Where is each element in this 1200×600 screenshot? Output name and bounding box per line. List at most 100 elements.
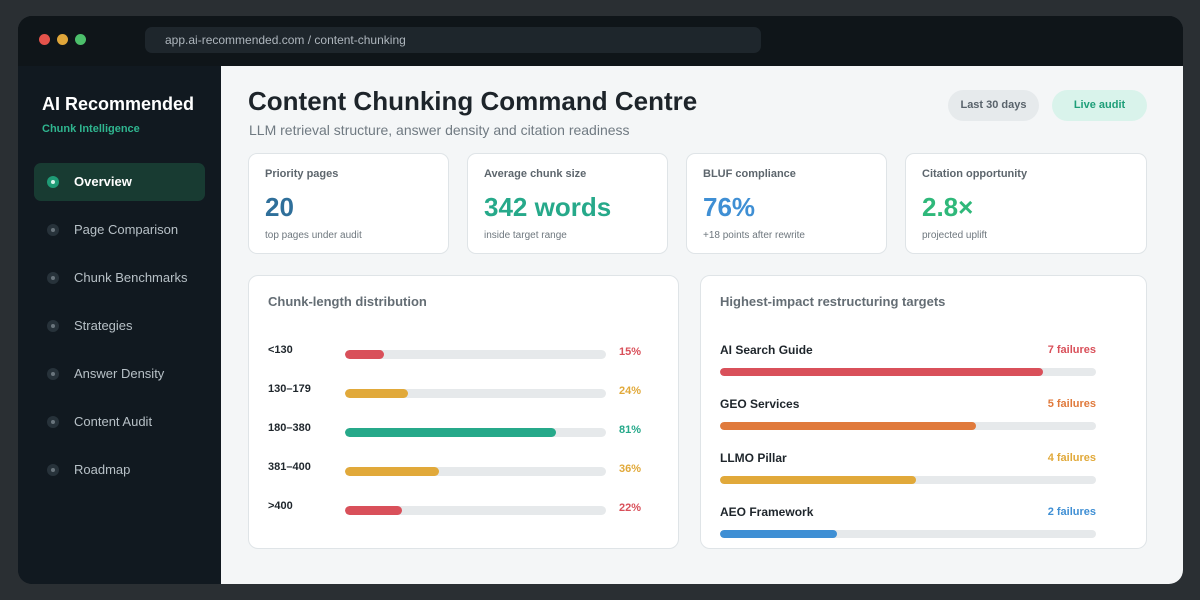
bucket-label: 130–179	[268, 383, 311, 395]
target-bar-track	[720, 476, 1096, 484]
app-window: app.ai-recommended.com / content-chunkin…	[18, 16, 1183, 584]
target-bar	[720, 368, 1044, 376]
sidebar-item-answer-density[interactable]: Answer Density	[34, 355, 205, 393]
sidebar-item-label: Chunk Benchmarks	[74, 270, 188, 285]
distribution-row: <130 15%	[268, 344, 658, 364]
target-page-name: LLMO Pillar	[720, 451, 787, 465]
title-bar: app.ai-recommended.com / content-chunkin…	[18, 16, 1183, 66]
sidebar-item-chunk-benchmarks[interactable]: Chunk Benchmarks	[34, 259, 205, 297]
distribution-bar-track	[345, 428, 606, 437]
page-subtitle: LLM retrieval structure, answer density …	[249, 122, 630, 138]
sidebar: AI Recommended Chunk Intelligence Overvi…	[18, 66, 221, 584]
bucket-label: 180–380	[268, 422, 311, 434]
target-bar	[720, 530, 837, 538]
target-bar-track	[720, 422, 1096, 430]
nav-dot-icon	[47, 176, 59, 188]
kpi-card-priority-pages: Priority pages 20 top pages under audit	[248, 153, 449, 254]
distribution-row: 180–380 81%	[268, 422, 658, 442]
target-page-name: GEO Services	[720, 397, 800, 411]
bucket-percent: 22%	[619, 502, 642, 514]
sidebar-item-strategies[interactable]: Strategies	[34, 307, 205, 345]
bucket-percent: 81%	[619, 424, 642, 436]
sidebar-item-label: Overview	[74, 174, 132, 189]
nav-dot-icon	[47, 416, 59, 428]
nav-dot-icon	[47, 272, 59, 284]
sidebar-item-label: Strategies	[74, 318, 133, 333]
kpi-label: Average chunk size	[484, 168, 587, 180]
kpi-card-average-chunk-size: Average chunk size 342 words inside targ…	[467, 153, 668, 254]
nav-dot-icon	[47, 320, 59, 332]
kpi-label: Priority pages	[265, 168, 339, 180]
sidebar-item-content-audit[interactable]: Content Audit	[34, 403, 205, 441]
target-failures: 4 failures	[1047, 452, 1096, 464]
sidebar-nav: Overview Page Comparison Chunk Benchmark…	[34, 163, 205, 499]
nav-dot-icon	[47, 368, 59, 380]
minimize-window-button[interactable]	[57, 34, 68, 45]
sidebar-item-label: Content Audit	[74, 414, 153, 429]
kpi-value: 76%	[703, 192, 756, 222]
date-range-button[interactable]: Last 30 days	[948, 90, 1039, 121]
target-row[interactable]: LLMO Pillar 4 failures	[720, 451, 1096, 491]
bucket-percent: 15%	[619, 346, 642, 358]
kpi-value: 20	[265, 192, 294, 222]
distribution-bar	[345, 428, 557, 437]
target-row[interactable]: AEO Framework 2 failures	[720, 505, 1096, 545]
kpi-note: inside target range	[484, 230, 567, 241]
panel-title: Chunk-length distribution	[268, 294, 427, 309]
distribution-bar-track	[345, 506, 606, 515]
distribution-row: 130–179 24%	[268, 383, 658, 403]
kpi-value: 342 words	[484, 192, 612, 222]
distribution-bar-track	[345, 350, 606, 359]
distribution-bar	[345, 389, 408, 398]
maximize-window-button[interactable]	[75, 34, 86, 45]
target-bar	[720, 422, 976, 430]
sidebar-item-label: Page Comparison	[74, 222, 179, 237]
main-content: Content Chunking Command Centre LLM retr…	[221, 66, 1183, 584]
bucket-percent: 36%	[619, 463, 642, 475]
restructuring-targets-panel: Highest-impact restructuring targets AI …	[700, 275, 1147, 549]
page-title: Content Chunking Command Centre	[248, 86, 698, 116]
sidebar-item-overview[interactable]: Overview	[34, 163, 205, 201]
distribution-row: >400 22%	[268, 500, 658, 520]
target-bar	[720, 476, 916, 484]
kpi-value: 2.8×	[922, 192, 974, 222]
target-bar-track	[720, 530, 1096, 538]
sidebar-item-page-comparison[interactable]: Page Comparison	[34, 211, 205, 249]
kpi-card-bluf-compliance: BLUF compliance 76% +18 points after rew…	[686, 153, 887, 254]
kpi-label: BLUF compliance	[703, 168, 796, 180]
kpi-note: top pages under audit	[265, 230, 362, 241]
target-failures: 7 failures	[1047, 344, 1096, 356]
distribution-bar	[345, 506, 403, 515]
sidebar-item-label: Answer Density	[74, 366, 165, 381]
kpi-label: Citation opportunity	[922, 168, 1028, 180]
distribution-bar	[345, 350, 385, 359]
target-failures: 5 failures	[1047, 398, 1096, 410]
kpi-card-citation-opportunity: Citation opportunity 2.8× projected upli…	[905, 153, 1147, 254]
chunk-distribution-panel: Chunk-length distribution <130 15% 130–179…	[248, 275, 679, 549]
target-row[interactable]: GEO Services 5 failures	[720, 397, 1096, 437]
brand-subtitle: Chunk Intelligence	[42, 123, 140, 135]
sidebar-item-roadmap[interactable]: Roadmap	[34, 451, 205, 489]
kpi-note: projected uplift	[922, 230, 988, 241]
bucket-percent: 24%	[619, 385, 642, 397]
kpi-note: +18 points after rewrite	[703, 230, 805, 241]
target-page-name: AI Search Guide	[720, 343, 813, 357]
distribution-row: 381–400 36%	[268, 461, 658, 481]
distribution-bar-track	[345, 389, 606, 398]
distribution-bar	[345, 467, 439, 476]
target-row[interactable]: AI Search Guide 7 failures	[720, 343, 1096, 383]
bucket-label: <130	[268, 344, 293, 356]
close-window-button[interactable]	[39, 34, 50, 45]
target-page-name: AEO Framework	[720, 505, 814, 519]
live-audit-button[interactable]: Live audit	[1052, 90, 1147, 121]
brand-title: AI Recommended	[42, 94, 195, 114]
bucket-label: 381–400	[268, 461, 311, 473]
distribution-bar-track	[345, 467, 606, 476]
target-failures: 2 failures	[1047, 506, 1096, 518]
nav-dot-icon	[47, 464, 59, 476]
panel-title: Highest-impact restructuring targets	[720, 294, 946, 309]
address-bar[interactable]: app.ai-recommended.com / content-chunkin…	[145, 27, 761, 53]
sidebar-item-label: Roadmap	[74, 462, 131, 477]
target-bar-track	[720, 368, 1096, 376]
bucket-label: >400	[268, 500, 293, 512]
